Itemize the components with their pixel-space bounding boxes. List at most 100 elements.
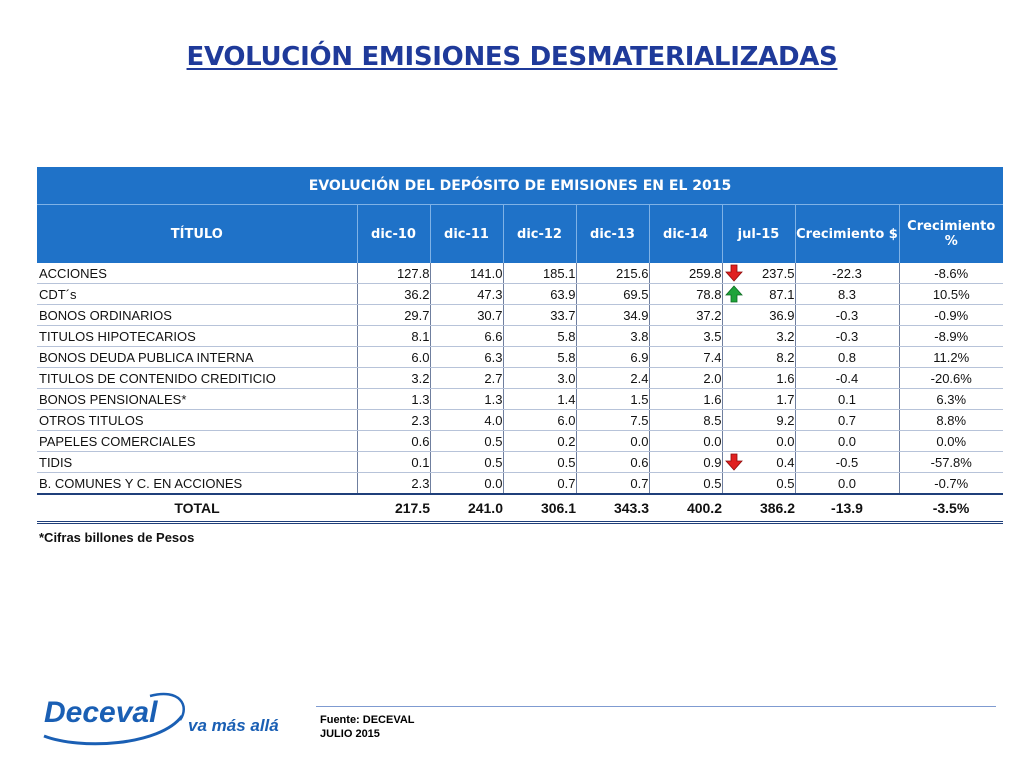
- value-cell: 30.7: [430, 305, 503, 326]
- value-cell: 4.0: [430, 410, 503, 431]
- source-line-1: Fuente: DECEVAL: [320, 713, 415, 727]
- value-cell: 29.7: [357, 305, 430, 326]
- value-cell: 3.5: [649, 326, 722, 347]
- growth-abs-cell: -0.5: [795, 452, 899, 473]
- value-cell: 3.2: [357, 368, 430, 389]
- value-cell: 6.6: [430, 326, 503, 347]
- value-cell: 0.1: [357, 452, 430, 473]
- growth-abs-cell: -0.4: [795, 368, 899, 389]
- total-value-cell: 217.5: [357, 494, 430, 523]
- growth-abs-cell: -0.3: [795, 326, 899, 347]
- table-row: TITULOS HIPOTECARIOS 8.1 6.6 5.8 3.8 3.5 3.2 -0…: [37, 326, 1003, 347]
- row-title: B. COMUNES Y C. EN ACCIONES: [37, 473, 357, 495]
- column-header: jul-15: [722, 205, 795, 264]
- value-cell: 69.5: [576, 284, 649, 305]
- growth-abs-cell: 0.8: [795, 347, 899, 368]
- value-cell: 87.1: [722, 284, 795, 305]
- row-title: BONOS PENSIONALES*: [37, 389, 357, 410]
- row-title: TITULOS HIPOTECARIOS: [37, 326, 357, 347]
- growth-abs-cell: 0.0: [795, 431, 899, 452]
- value-cell: 8.1: [357, 326, 430, 347]
- footer-divider: [316, 706, 996, 707]
- value-cell: 0.0: [722, 431, 795, 452]
- value-cell: 0.0: [649, 431, 722, 452]
- value-cell: 215.6: [576, 263, 649, 284]
- growth-abs-cell: -22.3: [795, 263, 899, 284]
- total-growth-pct: -3.5%: [899, 494, 1003, 523]
- value-cell: 7.4: [649, 347, 722, 368]
- growth-pct-cell: 11.2%: [899, 347, 1003, 368]
- value-cell: 36.2: [357, 284, 430, 305]
- arrow-down-icon: [725, 264, 743, 282]
- growth-pct-cell: 6.3%: [899, 389, 1003, 410]
- value-cell: 8.2: [722, 347, 795, 368]
- row-title: BONOS DEUDA PUBLICA INTERNA: [37, 347, 357, 368]
- table-row: BONOS PENSIONALES* 1.3 1.3 1.4 1.5 1.6 1.7 0.1 6…: [37, 389, 1003, 410]
- value-cell: 9.2: [722, 410, 795, 431]
- growth-pct-cell: -0.9%: [899, 305, 1003, 326]
- total-value-cell: 241.0: [430, 494, 503, 523]
- value-cell: 2.3: [357, 410, 430, 431]
- value-cell: 1.3: [357, 389, 430, 410]
- row-title: ACCIONES: [37, 263, 357, 284]
- column-header: Crecimiento $: [795, 205, 899, 264]
- value-cell: 8.5: [649, 410, 722, 431]
- value-cell: 47.3: [430, 284, 503, 305]
- value-cell: 0.9: [649, 452, 722, 473]
- column-header: dic-11: [430, 205, 503, 264]
- arrow-down-icon: [725, 453, 743, 471]
- table-row: CDT´s 36.2 47.3 63.9 69.5 78.8 87.1 8.3 10.5%: [37, 284, 1003, 305]
- column-header: dic-14: [649, 205, 722, 264]
- total-value-cell: 306.1: [503, 494, 576, 523]
- value-cell: 36.9: [722, 305, 795, 326]
- total-value-cell: 386.2: [722, 494, 795, 523]
- value-cell: 0.4: [722, 452, 795, 473]
- logo-tagline-text: va más allá: [188, 716, 279, 735]
- value-cell: 0.5: [503, 452, 576, 473]
- value-cell: 6.0: [503, 410, 576, 431]
- table-row: TIDIS 0.1 0.5 0.5 0.6 0.9 0.4 -0.5 -57.8%: [37, 452, 1003, 473]
- column-header: dic-12: [503, 205, 576, 264]
- row-title: TIDIS: [37, 452, 357, 473]
- value-cell: 0.6: [357, 431, 430, 452]
- value-cell: 1.6: [649, 389, 722, 410]
- value-cell: 1.3: [430, 389, 503, 410]
- growth-pct-cell: 8.8%: [899, 410, 1003, 431]
- emissions-table: EVOLUCIÓN DEL DEPÓSITO DE EMISIONES EN E…: [37, 167, 1003, 524]
- value-cell: 34.9: [576, 305, 649, 326]
- column-header: TÍTULO: [37, 205, 357, 264]
- growth-abs-cell: -0.3: [795, 305, 899, 326]
- value-cell: 237.5: [722, 263, 795, 284]
- table-row: ACCIONES 127.8 141.0 185.1 215.6 259.8 237.5 -2…: [37, 263, 1003, 284]
- value-cell: 6.9: [576, 347, 649, 368]
- value-cell: 127.8: [357, 263, 430, 284]
- arrow-up-icon: [725, 285, 743, 303]
- value-cell: 0.6: [576, 452, 649, 473]
- value-cell: 2.3: [357, 473, 430, 495]
- value-cell: 259.8: [649, 263, 722, 284]
- value-cell: 78.8: [649, 284, 722, 305]
- value-cell: 33.7: [503, 305, 576, 326]
- value-cell: 1.4: [503, 389, 576, 410]
- footnote: *Cifras billones de Pesos: [39, 530, 194, 545]
- value-cell: 5.8: [503, 347, 576, 368]
- growth-pct-cell: -20.6%: [899, 368, 1003, 389]
- table-header-row: TÍTULO dic-10 dic-11 dic-12 dic-13 dic-14 jul-…: [37, 205, 1003, 264]
- table-total-row: TOTAL 217.5 241.0 306.1 343.3 400.2 386.2 -13.9…: [37, 494, 1003, 523]
- deceval-logo-graphic: Deceval va más allá: [40, 686, 290, 750]
- growth-abs-cell: 0.1: [795, 389, 899, 410]
- value-cell: 1.6: [722, 368, 795, 389]
- row-title: TITULOS DE CONTENIDO CREDITICIO: [37, 368, 357, 389]
- total-value-cell: 343.3: [576, 494, 649, 523]
- table-row: B. COMUNES Y C. EN ACCIONES 2.3 0.0 0.7 0.7 0…: [37, 473, 1003, 495]
- deceval-logo: Deceval va más allá: [40, 686, 290, 750]
- logo-brand-text: Deceval: [44, 696, 158, 729]
- page-title: EVOLUCIÓN EMISIONES DESMATERIALIZADAS: [0, 42, 1024, 72]
- value-cell: 3.0: [503, 368, 576, 389]
- value-cell: 2.0: [649, 368, 722, 389]
- table-row: BONOS ORDINARIOS 29.7 30.7 33.7 34.9 37.2 36.9…: [37, 305, 1003, 326]
- value-cell: 0.7: [503, 473, 576, 495]
- row-title: PAPELES COMERCIALES: [37, 431, 357, 452]
- table-row: PAPELES COMERCIALES 0.6 0.5 0.2 0.0 0.0 0.0 0.0…: [37, 431, 1003, 452]
- value-cell: 6.3: [430, 347, 503, 368]
